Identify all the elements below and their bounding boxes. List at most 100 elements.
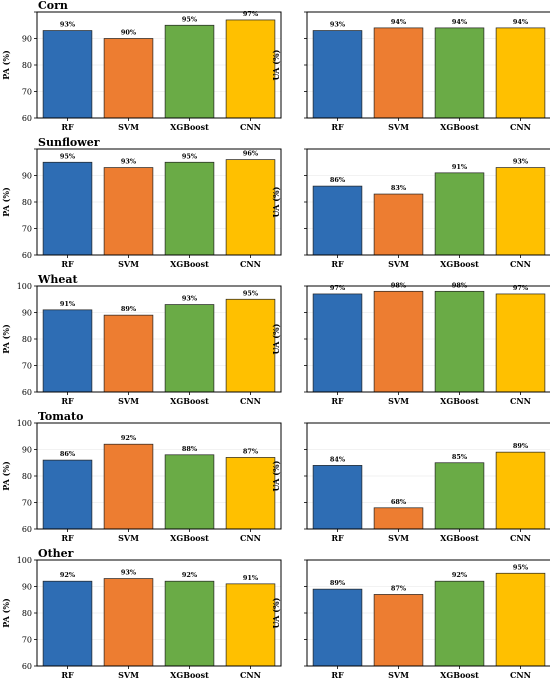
bar-value-label: 94% — [452, 18, 468, 26]
chart-panel: Tomato 60 70 80 90 100 PA (%) 86% RF 92% SVM 88% XGB… — [1, 410, 282, 543]
y-axis-label: PA (%) — [1, 50, 11, 80]
x-tick-label: SVM — [388, 533, 409, 543]
bar-value-label: 88% — [182, 445, 198, 453]
bar-cnn — [225, 298, 276, 393]
bar-rf — [42, 161, 93, 256]
bar-value-label: 92% — [60, 571, 76, 579]
bar-value-label: 91% — [60, 300, 76, 308]
y-axis-label: UA (%) — [271, 460, 281, 491]
chart-panel: UA (%) 84% RF 68% SVM 85% XGBoost 89% CNN — [271, 422, 550, 543]
y-axis-label: PA (%) — [1, 187, 11, 217]
y-tick-label: 60 — [22, 662, 32, 671]
x-tick-label: SVM — [118, 396, 139, 406]
y-tick-label: 90 — [22, 583, 32, 592]
plot-frame — [36, 11, 282, 119]
x-tick-label: RF — [61, 670, 74, 680]
panel-title: Wheat — [37, 273, 78, 286]
y-tick-label: 70 — [22, 636, 32, 645]
bar-value-label: 93% — [121, 158, 137, 166]
bar-value-label: 97% — [243, 10, 259, 18]
bar-value-label: 93% — [330, 21, 346, 29]
bar-xgboost — [434, 290, 485, 393]
chart-panel: UA (%) 89% RF 87% SVM 92% XGBoost 95% CNN — [271, 559, 550, 680]
y-tick-label: 100 — [17, 419, 32, 428]
y-tick-label: 60 — [22, 251, 32, 260]
bar-value-label: 95% — [243, 289, 259, 297]
x-tick-label: SVM — [118, 670, 139, 680]
y-tick-label: 100 — [17, 282, 32, 291]
y-tick-label: 60 — [22, 388, 32, 397]
y-tick-label: 80 — [22, 335, 32, 344]
bar-svm — [373, 27, 424, 119]
bar-xgboost — [434, 27, 485, 119]
bar-xgboost — [164, 24, 215, 119]
x-tick-label: RF — [331, 122, 344, 132]
bar-cnn — [495, 167, 546, 256]
bar-rf — [312, 185, 363, 256]
x-tick-label: CNN — [510, 670, 531, 680]
y-axis-label: UA (%) — [271, 597, 281, 628]
x-tick-label: CNN — [240, 533, 261, 543]
bar-value-label: 95% — [182, 152, 198, 160]
panel-title: Corn — [38, 0, 68, 12]
y-tick-label: 70 — [22, 362, 32, 371]
bar-value-label: 93% — [182, 295, 198, 303]
plot-frame — [306, 11, 550, 119]
bar-svm — [373, 594, 424, 667]
y-tick-label: 70 — [22, 499, 32, 508]
bar-svm — [103, 443, 154, 530]
x-tick-label: RF — [331, 259, 344, 269]
bar-value-label: 98% — [391, 281, 407, 289]
bar-value-label: 89% — [121, 305, 137, 313]
chart-panel: Other 60 70 80 90 100 PA (%) 92% RF 93% SVM 92% XGBo… — [1, 547, 282, 680]
y-tick-label: 70 — [22, 225, 32, 234]
plot-frame — [36, 148, 282, 256]
bar-cnn — [225, 457, 276, 530]
bar-xgboost — [164, 580, 215, 667]
x-tick-label: RF — [61, 122, 74, 132]
bar-rf — [312, 588, 363, 667]
bar-rf — [42, 459, 93, 530]
x-tick-label: XGBoost — [170, 259, 209, 269]
bar-value-label: 92% — [452, 571, 468, 579]
y-axis-label: UA (%) — [271, 186, 281, 217]
bar-xgboost — [434, 462, 485, 530]
bar-value-label: 84% — [330, 455, 346, 463]
x-tick-label: XGBoost — [440, 396, 479, 406]
bar-value-label: 91% — [452, 163, 468, 171]
bar-svm — [103, 167, 154, 256]
y-tick-label: 100 — [17, 556, 32, 565]
x-tick-label: RF — [331, 396, 344, 406]
bar-svm — [103, 38, 154, 119]
y-axis-label: PA (%) — [1, 598, 11, 628]
x-tick-label: RF — [331, 670, 344, 680]
chart-panel: UA (%) 86% RF 83% SVM 91% XGBoost 93% CNN — [271, 148, 550, 269]
bar-value-label: 90% — [121, 29, 137, 37]
x-tick-label: SVM — [118, 122, 139, 132]
x-tick-label: CNN — [240, 259, 261, 269]
x-tick-label: SVM — [388, 259, 409, 269]
x-tick-label: SVM — [388, 396, 409, 406]
x-tick-label: CNN — [510, 122, 531, 132]
plot-frame — [36, 285, 282, 393]
plot-frame — [306, 285, 550, 393]
bar-svm — [373, 193, 424, 256]
chart-panel: Wheat 60 70 80 90 100 PA (%) 91% RF 89% SVM 93% XGBo… — [1, 273, 282, 406]
bar-value-label: 86% — [330, 176, 346, 184]
bar-rf — [42, 580, 93, 667]
x-tick-label: RF — [61, 396, 74, 406]
bar-rf — [312, 30, 363, 119]
panel-title: Other — [38, 547, 74, 560]
panel-title: Sunflower — [38, 136, 100, 149]
bar-rf — [42, 309, 93, 393]
bar-value-label: 91% — [243, 574, 259, 582]
bar-value-label: 95% — [60, 152, 76, 160]
x-tick-label: XGBoost — [170, 396, 209, 406]
bar-svm — [103, 578, 154, 667]
x-tick-label: XGBoost — [440, 533, 479, 543]
x-tick-label: SVM — [118, 533, 139, 543]
y-tick-label: 80 — [22, 472, 32, 481]
x-tick-label: CNN — [510, 533, 531, 543]
y-tick-label: 60 — [22, 525, 32, 534]
